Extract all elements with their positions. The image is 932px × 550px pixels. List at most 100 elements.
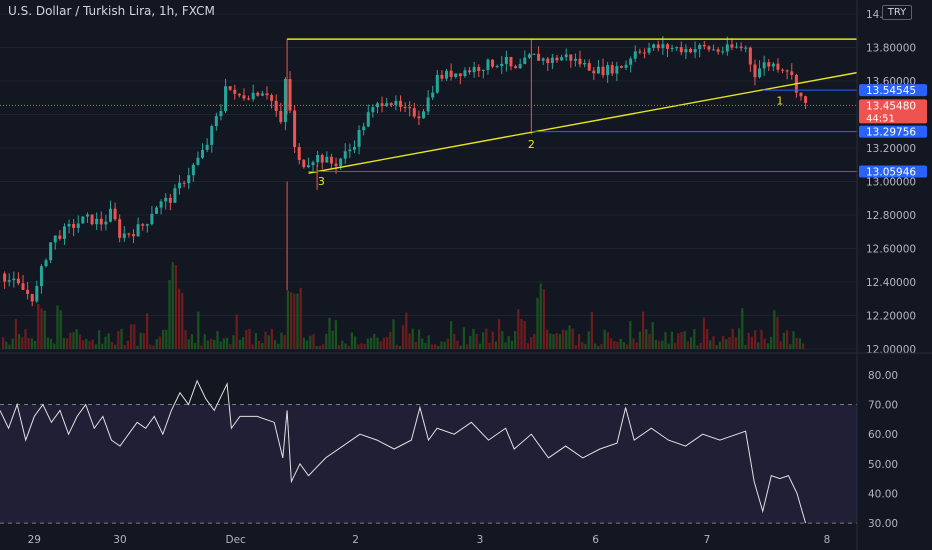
candle-body[interactable] xyxy=(62,226,66,239)
wave-label[interactable]: 1 xyxy=(776,94,783,107)
candle-body[interactable] xyxy=(265,93,269,96)
candle-body[interactable] xyxy=(610,65,614,74)
candle-body[interactable] xyxy=(716,49,720,52)
candle-body[interactable] xyxy=(647,47,651,53)
candle-body[interactable] xyxy=(168,197,172,203)
candle-body[interactable] xyxy=(122,233,126,238)
rsi-line[interactable] xyxy=(0,379,807,524)
candle-body[interactable] xyxy=(371,107,375,113)
candle-body[interactable] xyxy=(394,100,398,105)
candle-body[interactable] xyxy=(352,146,356,150)
candle-body[interactable] xyxy=(781,69,785,71)
candle-body[interactable] xyxy=(495,66,499,68)
candle-body[interactable] xyxy=(693,49,697,53)
last-price-tag[interactable] xyxy=(859,99,927,124)
candle-body[interactable] xyxy=(30,293,34,302)
candle-body[interactable] xyxy=(762,62,766,69)
candle-body[interactable] xyxy=(458,73,462,77)
candle-body[interactable] xyxy=(477,67,481,72)
candle-body[interactable] xyxy=(196,157,200,165)
candle-body[interactable] xyxy=(44,260,48,267)
candle-body[interactable] xyxy=(638,51,642,53)
candle-body[interactable] xyxy=(707,46,711,50)
candle-body[interactable] xyxy=(343,151,347,159)
candle-body[interactable] xyxy=(555,57,559,61)
candle-body[interactable] xyxy=(233,89,237,94)
candle-body[interactable] xyxy=(698,44,702,50)
time-axis[interactable]: 29 30 Dec 2 3 6 7 8 xyxy=(28,534,831,546)
candle-body[interactable] xyxy=(118,219,122,238)
candle-body[interactable] xyxy=(104,221,108,225)
candle-body[interactable] xyxy=(454,73,458,78)
candle-body[interactable] xyxy=(776,63,780,70)
candle-body[interactable] xyxy=(72,224,76,228)
candle-body[interactable] xyxy=(675,47,679,49)
candle-body[interactable] xyxy=(721,51,725,53)
candle-body[interactable] xyxy=(16,278,20,284)
candle-body[interactable] xyxy=(546,58,550,64)
candle-body[interactable] xyxy=(679,47,683,53)
symbol-title[interactable]: U.S. Dollar / Turkish Lira, 1h, FXCM xyxy=(8,4,215,18)
candle-body[interactable] xyxy=(297,147,301,160)
candle-body[interactable] xyxy=(12,278,16,281)
candle-body[interactable] xyxy=(58,235,62,239)
candle-body[interactable] xyxy=(665,44,669,49)
candle-body[interactable] xyxy=(518,64,522,69)
trendline[interactable] xyxy=(308,71,858,174)
wave-label[interactable]: 2 xyxy=(528,138,535,151)
candle-body[interactable] xyxy=(486,59,490,70)
candle-body[interactable] xyxy=(339,158,343,167)
price-pane[interactable]: 14.0013.8000013.6000013.4000013.2000013.… xyxy=(0,9,927,356)
candle-body[interactable] xyxy=(210,126,214,145)
candle-body[interactable] xyxy=(730,44,734,48)
level-price-tag[interactable] xyxy=(859,165,927,178)
candle-body[interactable] xyxy=(182,182,186,184)
candle-body[interactable] xyxy=(357,129,361,147)
wave-label[interactable]: 3 xyxy=(318,175,325,188)
candle-body[interactable] xyxy=(49,242,53,261)
candle-body[interactable] xyxy=(348,149,352,152)
candle-body[interactable] xyxy=(463,70,467,77)
candle-body[interactable] xyxy=(500,63,504,67)
candle-body[interactable] xyxy=(90,214,94,225)
candle-body[interactable] xyxy=(141,224,145,226)
candle-body[interactable] xyxy=(95,218,99,225)
candle-body[interactable] xyxy=(532,53,536,55)
candle-body[interactable] xyxy=(380,103,384,107)
candle-body[interactable] xyxy=(127,233,131,235)
candle-body[interactable] xyxy=(514,66,518,69)
candle-body[interactable] xyxy=(615,66,619,74)
candle-body[interactable] xyxy=(274,100,278,111)
candle-body[interactable] xyxy=(113,208,117,220)
candle-body[interactable] xyxy=(81,216,85,224)
candle-body[interactable] xyxy=(735,46,739,48)
candle-body[interactable] xyxy=(99,218,103,225)
candle-body[interactable] xyxy=(329,156,333,164)
candle-body[interactable] xyxy=(509,57,513,67)
candle-body[interactable] xyxy=(53,235,57,243)
candle-body[interactable] xyxy=(237,93,241,96)
candle-body[interactable] xyxy=(550,57,554,64)
candle-body[interactable] xyxy=(293,110,297,148)
candle-body[interactable] xyxy=(26,289,30,294)
candle-body[interactable] xyxy=(652,44,656,48)
candle-body[interactable] xyxy=(283,79,287,123)
candle-body[interactable] xyxy=(408,107,412,109)
candle-body[interactable] xyxy=(804,96,808,103)
candle-body[interactable] xyxy=(191,164,195,176)
candle-body[interactable] xyxy=(744,47,748,49)
candle-body[interactable] xyxy=(108,208,112,222)
candle-body[interactable] xyxy=(131,234,135,237)
candle-body[interactable] xyxy=(366,112,370,127)
candle-body[interactable] xyxy=(389,103,393,105)
candle-body[interactable] xyxy=(145,224,149,226)
candle-body[interactable] xyxy=(205,144,209,150)
candle-body[interactable] xyxy=(569,54,573,61)
candle-body[interactable] xyxy=(76,223,80,228)
candle-body[interactable] xyxy=(422,111,426,119)
candle-body[interactable] xyxy=(767,62,771,67)
candle-body[interactable] xyxy=(790,71,794,75)
candle-body[interactable] xyxy=(592,70,596,74)
candle-body[interactable] xyxy=(656,44,660,49)
candle-body[interactable] xyxy=(449,70,453,78)
